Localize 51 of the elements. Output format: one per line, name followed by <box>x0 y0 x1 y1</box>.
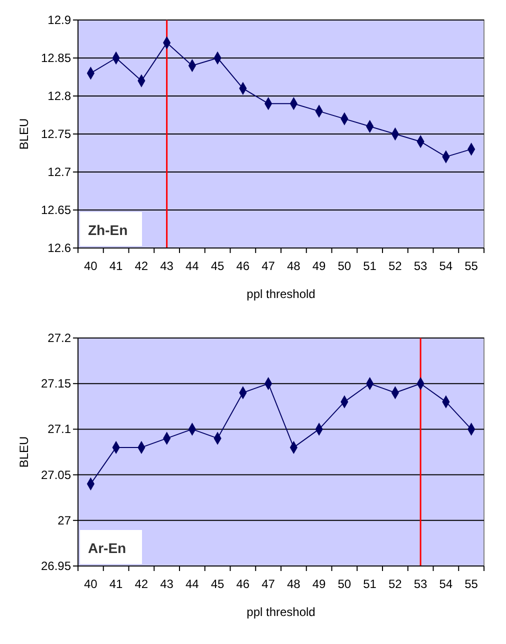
x-tick-label: 55 <box>464 259 478 273</box>
y-axis-title: BLEU <box>17 436 31 468</box>
x-tick-label: 46 <box>236 577 250 591</box>
x-tick-label: 52 <box>388 577 402 591</box>
y-axis-title: BLEU <box>17 118 31 150</box>
x-tick-label: 53 <box>414 259 428 273</box>
x-tick-label: 52 <box>388 259 402 273</box>
x-tick-label: 45 <box>210 577 225 591</box>
y-tick-label: 27 <box>58 513 72 528</box>
x-tick-label: 55 <box>464 577 478 591</box>
x-tick-label: 43 <box>160 577 174 591</box>
x-tick-label: 43 <box>160 259 174 273</box>
x-axis-title: ppl threshold <box>246 287 316 301</box>
x-tick-label: 49 <box>312 577 326 591</box>
x-tick-label: 48 <box>287 259 301 273</box>
y-tick-label: 26.95 <box>40 559 72 573</box>
x-tick-label: 46 <box>236 259 250 273</box>
x-tick-label: 54 <box>439 259 453 273</box>
x-tick-label: 40 <box>84 577 98 591</box>
y-tick-label: 12.65 <box>40 203 72 217</box>
y-tick-label: 12.75 <box>40 127 72 141</box>
x-tick-label: 48 <box>287 577 301 591</box>
y-tick-label: 12.9 <box>48 13 72 27</box>
x-tick-label: 40 <box>84 259 98 273</box>
x-tick-label: 42 <box>134 577 148 591</box>
x-tick-label: 41 <box>109 259 124 273</box>
x-tick-label: 47 <box>262 259 276 273</box>
annotation: Zh-En <box>88 222 128 238</box>
x-tick-label: 44 <box>186 259 200 273</box>
x-tick-label: 51 <box>363 259 377 273</box>
y-tick-label: 27.05 <box>40 468 72 482</box>
y-tick-label: 12.6 <box>48 241 72 255</box>
x-tick-label: 45 <box>210 259 225 273</box>
y-tick-label: 12.8 <box>48 89 72 103</box>
y-tick-label: 12.85 <box>40 51 72 65</box>
annotation: Ar-En <box>88 540 126 556</box>
x-tick-label: 47 <box>262 577 276 591</box>
x-tick-label: 50 <box>338 259 352 273</box>
x-tick-label: 54 <box>439 577 453 591</box>
x-tick-label: 42 <box>134 259 148 273</box>
x-tick-label: 44 <box>186 577 200 591</box>
x-tick-label: 41 <box>109 577 124 591</box>
y-tick-label: 27.2 <box>48 331 72 345</box>
y-tick-label: 27.1 <box>48 422 72 436</box>
x-tick-label: 50 <box>338 577 352 591</box>
y-tick-label: 12.7 <box>48 165 72 179</box>
x-axis-title: ppl threshold <box>246 605 316 619</box>
x-tick-label: 49 <box>312 259 326 273</box>
x-tick-label: 53 <box>414 577 428 591</box>
x-tick-label: 51 <box>363 577 377 591</box>
y-tick-label: 27.15 <box>40 376 72 391</box>
